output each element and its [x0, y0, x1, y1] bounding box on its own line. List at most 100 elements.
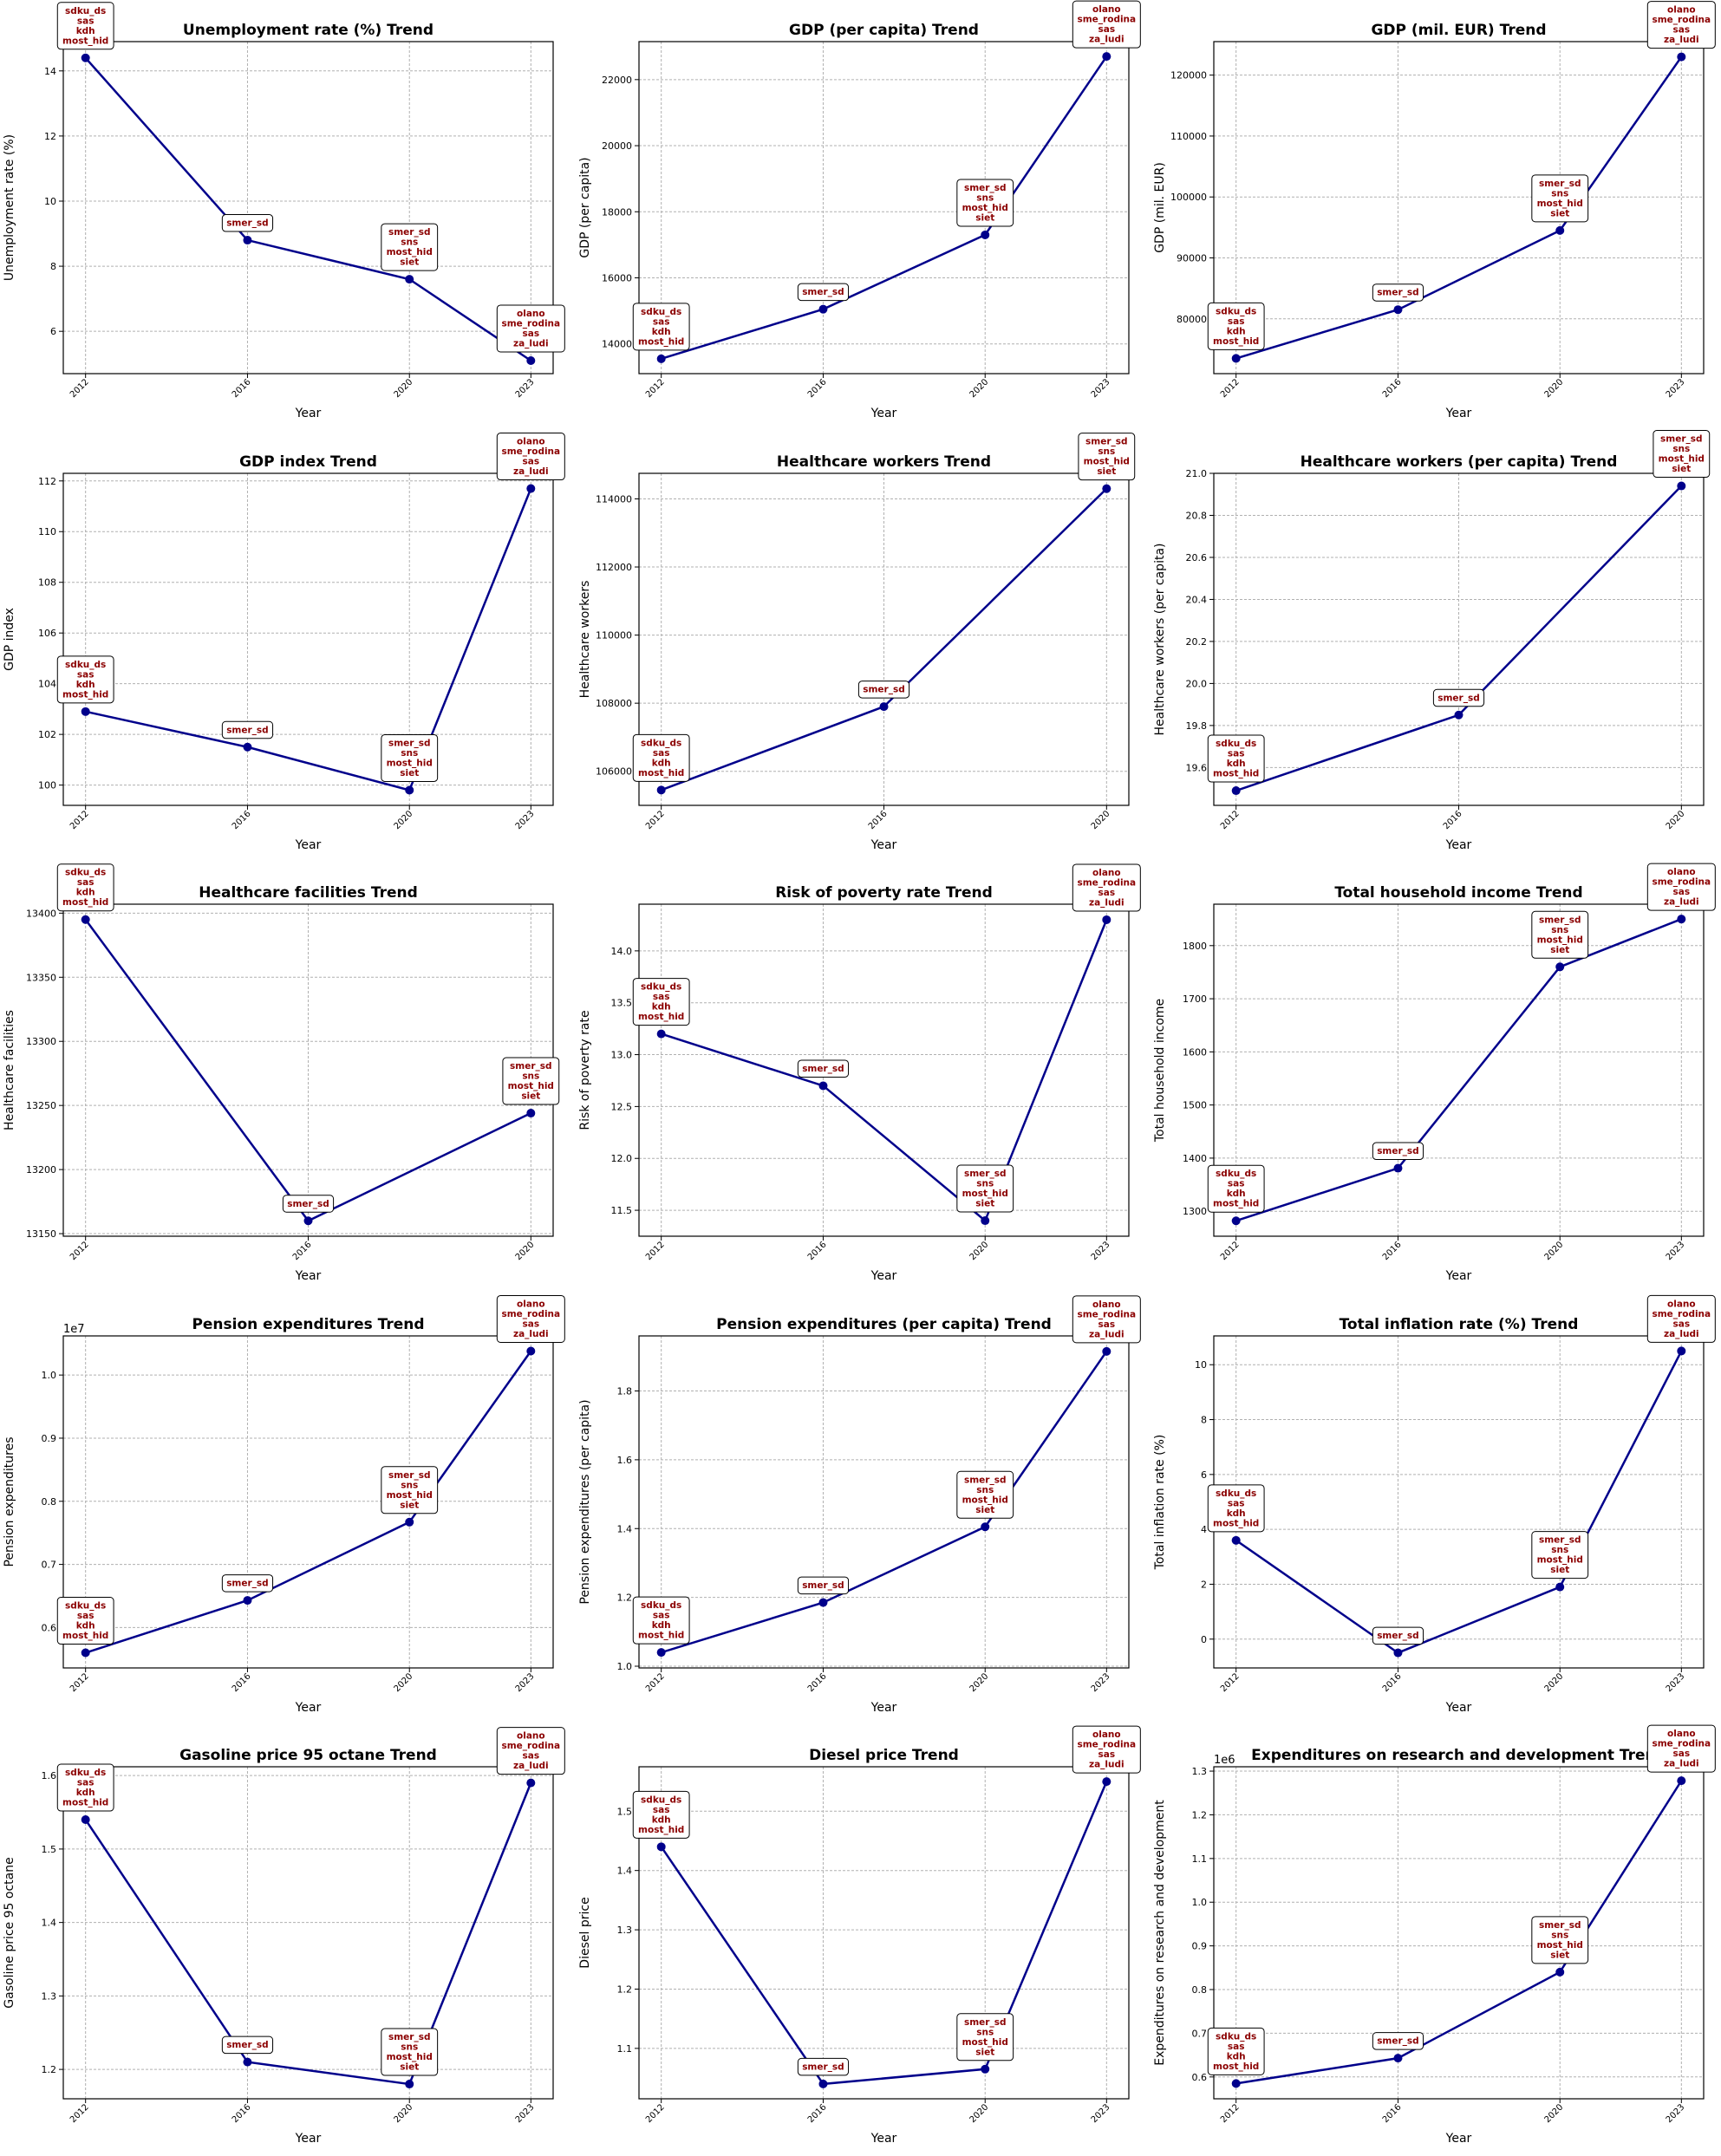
chart-title: GDP index Trend	[239, 453, 377, 471]
annotation-text: sdku_ds	[65, 868, 106, 878]
data-point	[526, 1109, 536, 1118]
annotation-text: sns	[401, 2042, 418, 2053]
x-axis-label: Year	[870, 2132, 897, 2146]
y-tick-label: 13400	[26, 908, 56, 919]
y-tick-label: 1.3	[1192, 1766, 1208, 1777]
annotation-text: sas	[1673, 887, 1691, 897]
annotation-box	[1207, 734, 1265, 783]
x-tick-label: 2016	[1442, 809, 1464, 831]
data-point	[656, 354, 666, 363]
annotation-text: sdku_ds	[641, 307, 681, 317]
annotation-text: kdh	[652, 758, 671, 768]
data-point	[81, 915, 90, 924]
annotation-text: most_hid	[508, 1081, 554, 1091]
annotation-text: olano	[1667, 1299, 1696, 1309]
chart-title: Risk of poverty rate Trend	[775, 884, 993, 902]
annotation-text: sas	[653, 748, 670, 759]
y-tick-label: 1.4	[42, 1918, 57, 1929]
y-tick-label: 6	[50, 326, 56, 337]
y-tick-label: 1.0	[617, 1661, 633, 1672]
x-tick-label: 2012	[68, 2102, 91, 2125]
data-point	[1677, 52, 1686, 62]
chart-2: 14000 16000 18000 20000 22000 2012 2016 2020 202…	[578, 0, 1141, 420]
x-tick-label: 2016	[1381, 1240, 1404, 1262]
party-annotation: smer_sd	[1372, 1142, 1424, 1161]
chart-3: 80000 90000 100000 110000 120000 2012 2016 2020…	[1153, 1, 1716, 420]
data-point	[405, 2080, 414, 2089]
annotation-box	[956, 1470, 1014, 1519]
y-tick-label: 1.2	[617, 1983, 633, 1995]
annotation-box	[797, 283, 850, 302]
x-tick-label: 2020	[968, 1240, 991, 1262]
data-point	[981, 1216, 990, 1226]
annotation-box	[502, 1057, 560, 1105]
data-point	[818, 304, 828, 314]
party-annotation: smer_sd	[797, 2057, 850, 2076]
annotation-text: smer_sd	[802, 1580, 844, 1591]
annotation-text: smer_sd	[1437, 693, 1480, 703]
annotation-box	[496, 433, 565, 481]
annotation-text: most_hid	[1659, 454, 1705, 465]
chart-12: 0 2 4 6 8 10 2012 2016 2020 2023 Total inflation r…	[1153, 1294, 1716, 1715]
plot-frame	[62, 1335, 554, 1669]
annotation-text: siet	[1550, 208, 1569, 218]
y-tick-label: 100000	[1170, 192, 1207, 203]
data-point	[1102, 1777, 1111, 1787]
data-point	[1231, 354, 1241, 363]
annotation-text: kdh	[1227, 2051, 1246, 2062]
y-tick-label: 21.0	[1186, 468, 1208, 479]
chart-15: 0.6 0.7 0.8 0.9 1.0 1.1 1.2 1.3 2012 2016 2020 2023…	[1153, 1724, 1716, 2146]
y-tick-label: 0	[1201, 1634, 1207, 1645]
x-tick-label: 2020	[393, 2102, 415, 2125]
annotation-box	[1078, 433, 1136, 481]
annotation-text: siet	[400, 1500, 419, 1510]
plot-frame	[638, 903, 1130, 1237]
x-tick-label: 2012	[644, 1671, 667, 1694]
x-axis-label: Year	[295, 407, 322, 420]
chart-4: 100 102 104 106 108 110 112 2012 2016 2020 2023 GDP…	[3, 433, 565, 852]
annotation-text: sns	[401, 238, 418, 248]
annotation-text: za_ludi	[1089, 1760, 1125, 1770]
series-line	[1235, 1780, 1683, 2085]
annotation-text: sdku_ds	[1216, 739, 1256, 749]
annotation-text: olano	[1667, 867, 1696, 877]
annotation-text: smer_sd	[226, 1579, 269, 1589]
y-tick-label: 14000	[602, 339, 632, 350]
annotation-box	[797, 1576, 850, 1595]
annotation-text: smer_sd	[863, 685, 905, 695]
annotation-text: smer_sd	[964, 183, 1007, 193]
annotation-text: sme_rodina	[501, 1309, 560, 1319]
y-tick-label: 12.0	[611, 1153, 633, 1164]
annotation-text: sns	[976, 2027, 994, 2037]
annotation-box	[1072, 0, 1141, 49]
annotation-text: most_hid	[62, 1631, 108, 1641]
annotation-text: sme_rodina	[1077, 877, 1136, 888]
y-tick-label: 12.5	[611, 1101, 633, 1112]
y-tick-label: 80000	[1177, 314, 1207, 325]
series-line	[84, 56, 532, 362]
data-point	[1555, 962, 1565, 972]
y-tick-label: 14.0	[611, 946, 633, 957]
y-tick-label: 1.3	[42, 1990, 57, 2002]
annotation-box	[632, 978, 690, 1026]
x-tick-label: 2012	[1219, 809, 1242, 831]
annotation-box	[381, 1466, 439, 1514]
annotation-text: kdh	[1227, 759, 1246, 769]
annotation-text: sas	[523, 1319, 540, 1329]
annotation-text: kdh	[652, 1002, 671, 1013]
x-tick-label: 2020	[1665, 809, 1687, 831]
data-point	[1102, 1346, 1111, 1356]
x-tick-label: 2023	[514, 377, 537, 400]
x-tick-label: 2012	[1219, 377, 1242, 400]
chart-6: 19.6 19.8 20.0 20.2 20.4 20.6 20.8 21.0 2012 2016…	[1153, 430, 1711, 852]
chart-11: 1.0 1.2 1.4 1.6 1.8 2012 2016 2020 2023 Pension e…	[578, 1295, 1141, 1715]
y-tick-label: 19.6	[1186, 762, 1208, 773]
data-point	[656, 1842, 666, 1852]
annotation-box	[1207, 1484, 1265, 1533]
